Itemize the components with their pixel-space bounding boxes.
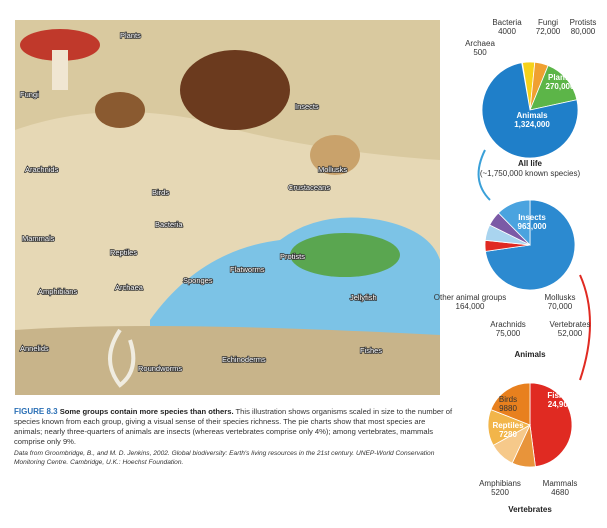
illustration-label: Flatworms	[230, 265, 265, 274]
illustration-label: Fishes	[360, 346, 382, 355]
slice-label: Other animal groups	[434, 293, 506, 302]
pie-slice	[497, 199, 531, 246]
illustration-label: Fungi	[20, 90, 39, 99]
illustration-label: Archaea	[115, 283, 144, 292]
illustration-label: Bacteria	[155, 220, 183, 229]
slice-label: Amphibians	[479, 479, 521, 488]
slice-value: 500	[473, 48, 487, 57]
slice-label: Protists	[570, 18, 597, 27]
illustration-label: Sponges	[183, 276, 213, 285]
ant	[180, 50, 290, 130]
illustration-label: Echinoderms	[222, 355, 266, 364]
slice-label: Plants	[548, 73, 573, 82]
snail	[310, 135, 360, 175]
slice-value: 963,000	[518, 222, 547, 231]
slice-value: 4680	[551, 488, 569, 497]
arrow	[477, 149, 491, 201]
figure-label: FIGURE 8.3	[14, 407, 58, 416]
pie-title: Vertebrates	[508, 505, 552, 514]
slice-value: 70,000	[548, 302, 573, 311]
illustration-label: Reptiles	[110, 248, 137, 257]
illustration-label: Amphibians	[38, 287, 77, 296]
pie-slice	[490, 382, 531, 426]
slice-label: Mollusks	[544, 293, 575, 302]
pie-title: Animals	[514, 350, 546, 359]
illustration-label: Arachnids	[25, 165, 59, 174]
caption-body: This illustration shows organisms scaled…	[14, 407, 453, 446]
slice-label: Animals	[516, 111, 548, 120]
slice-label: Arachnids	[490, 320, 526, 329]
slice-label: Reptiles	[492, 421, 524, 430]
illustration-label: Crustaceans	[288, 183, 330, 192]
slice-value: 80,000	[571, 27, 596, 36]
roundworm	[108, 328, 136, 388]
mushroom	[20, 29, 100, 61]
illustration-label: Plants	[120, 31, 141, 40]
illustration-label: Mammals	[22, 234, 55, 243]
caption: FIGURE 8.3 Some groups contain more spec…	[14, 407, 454, 467]
slice-value: 5200	[491, 488, 509, 497]
slice-value: 75,000	[496, 329, 521, 338]
slice-label: Archaea	[465, 39, 495, 48]
slice-label: Birds	[499, 395, 517, 404]
pie-slice	[529, 65, 578, 111]
slice-value: 164,000	[456, 302, 485, 311]
slice-value: 72,000	[536, 27, 561, 36]
slice-label: Mammals	[543, 479, 578, 488]
slice-value: 7280	[499, 430, 517, 439]
pie-title: All life	[518, 159, 543, 168]
pie-subtitle: (~1,750,000 known species)	[480, 169, 581, 178]
slice-value: 24,900	[548, 400, 573, 409]
slice-value: 1,324,000	[514, 120, 550, 129]
slice-label: Insects	[518, 213, 546, 222]
illustration-label: Protists	[280, 252, 305, 261]
spider	[95, 92, 145, 128]
caption-source: Data from Groombridge, B., and M. D. Jen…	[14, 450, 435, 466]
slice-value: 270,000	[546, 82, 575, 91]
pie-slice	[529, 382, 573, 468]
pie-slice	[481, 62, 579, 159]
protist	[290, 233, 400, 277]
illustration-label: Roundworms	[138, 364, 182, 373]
slice-label: Vertebrates	[550, 320, 591, 329]
caption-heading: Some groups contain more species than ot…	[59, 407, 234, 416]
ground	[15, 326, 440, 395]
illustration-label: Birds	[152, 188, 169, 197]
slice-value: 4000	[498, 27, 516, 36]
arrow	[579, 274, 591, 381]
slice-label: Bacteria	[492, 18, 522, 27]
illustration-label: Mollusks	[318, 165, 347, 174]
mushroom-stem	[52, 50, 68, 90]
illustration-label: Annelids	[20, 344, 49, 353]
slice-value: 52,000	[558, 329, 583, 338]
slice-label: Fungi	[538, 18, 558, 27]
slice-value: 9880	[499, 404, 517, 413]
slice-label: Fishes	[547, 391, 573, 400]
illustration-label: Jellyfish	[350, 293, 377, 302]
illustration-label: Insects	[295, 102, 319, 111]
